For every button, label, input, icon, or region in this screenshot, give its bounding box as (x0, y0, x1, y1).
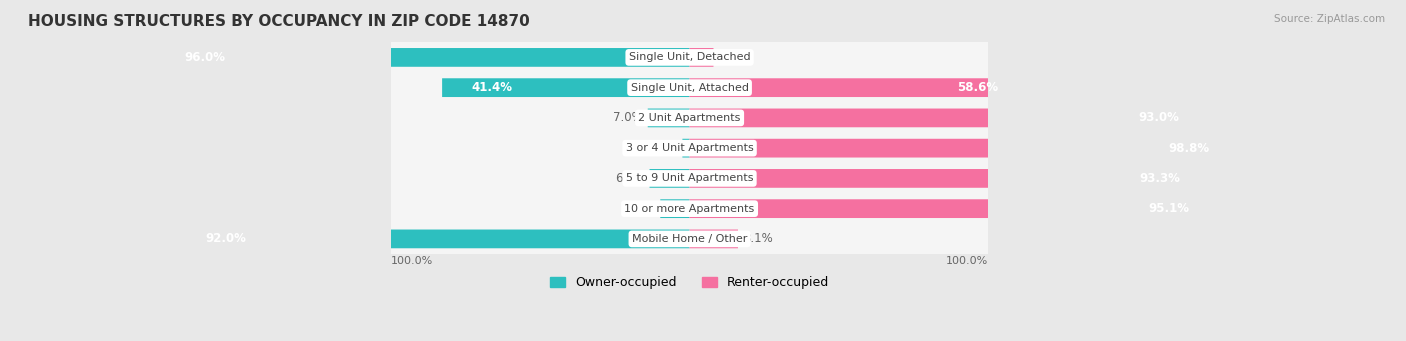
FancyBboxPatch shape (391, 128, 988, 169)
FancyBboxPatch shape (682, 139, 689, 158)
FancyBboxPatch shape (689, 78, 1040, 97)
FancyBboxPatch shape (689, 139, 1279, 158)
Text: 8.1%: 8.1% (742, 233, 772, 246)
Text: 4.9%: 4.9% (626, 202, 655, 215)
FancyBboxPatch shape (391, 97, 988, 138)
FancyBboxPatch shape (689, 169, 1247, 188)
Text: 93.3%: 93.3% (1139, 172, 1180, 185)
Text: 41.4%: 41.4% (472, 81, 513, 94)
Text: 95.1%: 95.1% (1149, 202, 1189, 215)
Text: 5 to 9 Unit Apartments: 5 to 9 Unit Apartments (626, 174, 754, 183)
FancyBboxPatch shape (441, 78, 689, 97)
Text: 10 or more Apartments: 10 or more Apartments (624, 204, 755, 214)
Text: HOUSING STRUCTURES BY OCCUPANCY IN ZIP CODE 14870: HOUSING STRUCTURES BY OCCUPANCY IN ZIP C… (28, 14, 530, 29)
FancyBboxPatch shape (391, 218, 988, 260)
Text: 2 Unit Apartments: 2 Unit Apartments (638, 113, 741, 123)
Text: 58.6%: 58.6% (956, 81, 998, 94)
Text: 7.0%: 7.0% (613, 112, 643, 124)
FancyBboxPatch shape (689, 229, 738, 248)
Text: Source: ZipAtlas.com: Source: ZipAtlas.com (1274, 14, 1385, 24)
Text: Single Unit, Detached: Single Unit, Detached (628, 53, 751, 62)
Text: 3 or 4 Unit Apartments: 3 or 4 Unit Apartments (626, 143, 754, 153)
Text: 92.0%: 92.0% (205, 233, 246, 246)
FancyBboxPatch shape (391, 158, 988, 199)
FancyBboxPatch shape (689, 48, 713, 67)
Legend: Owner-occupied, Renter-occupied: Owner-occupied, Renter-occupied (546, 271, 834, 294)
FancyBboxPatch shape (661, 199, 689, 218)
FancyBboxPatch shape (648, 108, 689, 127)
FancyBboxPatch shape (391, 37, 988, 78)
Text: Single Unit, Attached: Single Unit, Attached (630, 83, 748, 93)
FancyBboxPatch shape (650, 169, 689, 188)
FancyBboxPatch shape (689, 108, 1246, 127)
Text: Mobile Home / Other: Mobile Home / Other (631, 234, 747, 244)
Text: 100.0%: 100.0% (946, 256, 988, 266)
FancyBboxPatch shape (689, 199, 1258, 218)
Text: 96.0%: 96.0% (184, 51, 225, 64)
FancyBboxPatch shape (391, 188, 988, 229)
Text: 1.2%: 1.2% (648, 142, 678, 155)
FancyBboxPatch shape (391, 67, 988, 108)
FancyBboxPatch shape (115, 48, 689, 67)
Text: 98.8%: 98.8% (1168, 142, 1209, 155)
Text: 6.7%: 6.7% (614, 172, 645, 185)
Text: 93.0%: 93.0% (1137, 112, 1178, 124)
FancyBboxPatch shape (139, 229, 689, 248)
Text: 4.0%: 4.0% (718, 51, 748, 64)
Text: 100.0%: 100.0% (391, 256, 433, 266)
